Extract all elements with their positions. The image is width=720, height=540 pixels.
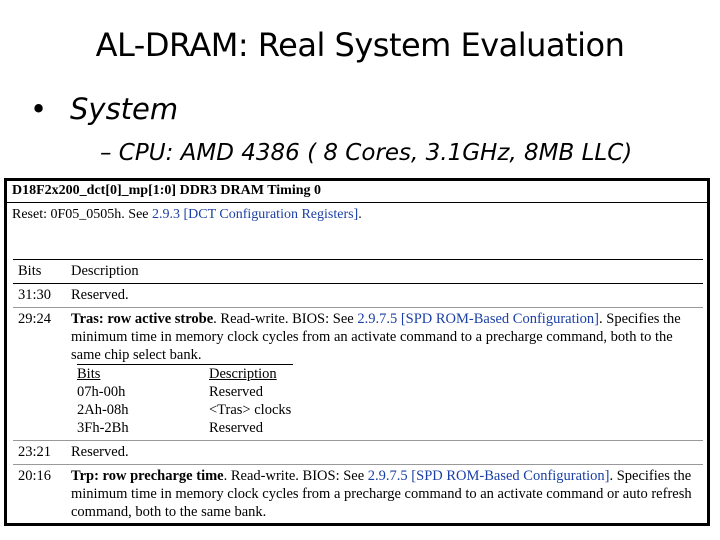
row-desc: Trp: row precharge time. Read-write. BIO… bbox=[66, 464, 703, 523]
table-header-row: Bits Description bbox=[13, 259, 703, 284]
field-name: Tras: row active strobe bbox=[71, 311, 214, 327]
sub-bullet-cpu: – CPU: AMD 4386 ( 8 Cores, 3.1GHz, 8MB L… bbox=[100, 140, 633, 166]
field-pre: . Read-write. BIOS: See bbox=[213, 311, 358, 327]
bullet-system: • System bbox=[30, 92, 178, 126]
spd-config-link[interactable]: 2.9.7.5 [SPD ROM-Based Configuration] bbox=[357, 311, 599, 327]
sub-desc: Reserved bbox=[209, 420, 263, 436]
field-pre: . Read-write. BIOS: See bbox=[223, 468, 368, 484]
register-doc-screenshot: D18F2x200_dct[0]_mp[1:0] DDR3 DRAM Timin… bbox=[4, 178, 710, 526]
register-header: D18F2x200_dct[0]_mp[1:0] DDR3 DRAM Timin… bbox=[7, 181, 707, 203]
field-post: . Specifies the minimum time in memory c… bbox=[71, 468, 692, 520]
bit-field-table: Bits Description 31:30 Reserved. 29:24 T… bbox=[13, 259, 703, 523]
sub-bits: 2Ah-08h bbox=[77, 402, 129, 418]
sub-bits: 07h-00h bbox=[77, 384, 126, 400]
field-post: . Specifies the minimum time in memory c… bbox=[71, 311, 681, 363]
table-row: 29:24 Tras: row active strobe. Read-writ… bbox=[13, 307, 703, 441]
sub-col-desc: Description bbox=[209, 364, 294, 383]
sub-desc: <Tras> clocks bbox=[209, 402, 292, 418]
row-desc: Tras: row active strobe. Read-write. BIO… bbox=[66, 307, 703, 441]
spd-config-link[interactable]: 2.9.7.5 [SPD ROM-Based Configuration] bbox=[367, 468, 610, 484]
reset-prefix: Reset: 0F05_0505h. See bbox=[12, 207, 152, 222]
col-desc-header: Description bbox=[66, 259, 703, 284]
subtable-row: 07h-00h Reserved bbox=[77, 383, 293, 401]
row-bits: 29:24 bbox=[13, 307, 66, 441]
sub-desc: Reserved bbox=[209, 384, 263, 400]
row-desc: Reserved. bbox=[66, 440, 703, 465]
bullet-dot-icon: • bbox=[30, 92, 48, 126]
reset-link[interactable]: 2.9.3 [DCT Configuration Registers] bbox=[152, 207, 359, 222]
col-bits-header: Bits bbox=[13, 259, 66, 284]
subtable-row: 2Ah-08h <Tras> clocks bbox=[77, 401, 293, 419]
subtable-row: 3Fh-2Bh Reserved bbox=[77, 419, 293, 437]
row-bits: 31:30 bbox=[13, 283, 66, 308]
reset-suffix: . bbox=[358, 207, 362, 222]
subtable-header: Bits Description bbox=[77, 364, 294, 383]
table-row: 31:30 Reserved. bbox=[13, 283, 703, 308]
sub-bits: 3Fh-2Bh bbox=[77, 420, 129, 436]
field-name: Trp: row precharge time bbox=[71, 468, 224, 484]
bullet-text: System bbox=[70, 92, 179, 126]
table-row: 20:16 Trp: row precharge time. Read-writ… bbox=[13, 464, 703, 523]
row-bits: 20:16 bbox=[13, 464, 66, 523]
slide-title: AL-DRAM: Real System Evaluation bbox=[95, 26, 625, 64]
table-row: 23:21 Reserved. bbox=[13, 440, 703, 465]
row-bits: 23:21 bbox=[13, 440, 66, 465]
reset-line: Reset: 0F05_0505h. See 2.9.3 [DCT Config… bbox=[7, 203, 707, 226]
sub-col-bits: Bits bbox=[77, 364, 209, 383]
row-desc: Reserved. bbox=[66, 283, 703, 308]
encoding-subtable: Bits Description 07h-00h Reserved 2Ah-08… bbox=[77, 364, 294, 437]
